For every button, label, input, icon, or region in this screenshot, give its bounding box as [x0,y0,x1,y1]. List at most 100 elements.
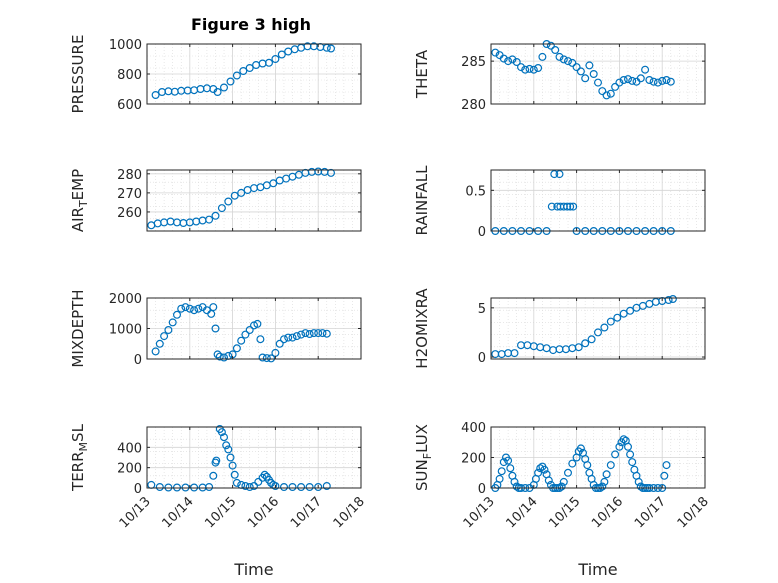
data-point [232,71,241,80]
data-point [237,188,246,197]
data-point [151,90,160,99]
data-point [164,326,173,335]
data-point [566,202,575,211]
data-point [205,215,214,224]
data-point [224,197,233,206]
y-axis-label-main: THETA [413,49,431,99]
series-markers [147,167,336,230]
data-point [253,319,262,328]
tick-marks [490,170,706,232]
data-point [615,442,624,451]
data-point [194,304,203,313]
data-point [576,444,585,453]
data-point [237,336,246,345]
data-point [226,453,235,462]
data-point [572,63,581,72]
y-tick-label: 2000 [109,292,142,307]
data-point [314,483,323,492]
panel-pressure: 600 800 1000 PRESSURE [69,35,362,114]
data-point [529,65,538,74]
figure-title: Figure 3 high [191,15,311,34]
data-point [271,54,280,63]
data-point [213,350,222,359]
data-point [555,170,564,179]
data-point [662,461,671,470]
y-axis-label-main: H2OMIXRA [413,288,431,369]
tick-marks [490,426,706,489]
axes-frame [490,43,706,105]
data-point [230,470,239,479]
data-point [322,329,331,338]
data-point [576,67,585,76]
tick-marks [146,427,362,489]
y-tick-label: 280 [461,98,486,113]
data-point [547,202,556,211]
y-tick-label: 0 [134,482,142,497]
data-point [504,456,513,465]
data-point [600,477,609,486]
data-point [205,483,214,492]
data-point [536,464,545,473]
y-axis-label: PRESSURE [69,35,87,114]
x-axis-label: Time [233,560,273,579]
data-point [602,91,611,100]
data-point [288,483,297,492]
data-point [581,74,590,83]
data-point [305,483,314,492]
data-point [224,445,233,454]
data-point [546,41,555,50]
data-point [619,75,628,84]
data-point [495,474,504,483]
data-point [512,482,521,491]
data-point [555,52,564,61]
data-point [220,433,229,442]
data-point [491,48,500,57]
panel-h2omixra: 0 5 H2OMIXRA [413,288,706,369]
data-point [185,304,194,313]
tick-marks [490,298,706,359]
data-point [593,78,602,87]
y-axis-label: MIXDEPTH [69,289,87,367]
data-point [510,477,519,486]
data-point [598,482,607,491]
y-tick-label: 0 [478,225,486,240]
panel-rainfall: 0 0.5 RAINFALL [413,165,706,240]
data-point [168,318,177,327]
axes-frame [146,426,362,489]
data-point [190,306,199,315]
tick-marks [146,170,362,231]
data-point [318,329,327,338]
data-point [645,75,654,84]
data-point [271,482,280,491]
data-point [297,483,306,492]
minor-grid [147,170,361,231]
data-point [277,50,286,59]
y-tick-label: 0 [478,482,486,497]
axes-background [491,44,705,104]
tick-marks [146,297,362,360]
data-point [499,54,508,63]
y-tick-label: 1000 [109,323,142,338]
data-point [209,303,218,312]
data-point [220,353,229,362]
data-point [250,482,259,491]
data-point [173,310,182,319]
data-point [626,306,635,315]
data-point [606,461,615,470]
data-point [155,339,164,348]
data-point [606,89,615,98]
y-axis-label-subscript: M [77,442,90,452]
y-axis-label: THETA [413,49,431,99]
data-point [551,45,560,54]
series-markers [491,295,677,359]
y-tick-label: 600 [117,98,142,113]
data-point [593,328,602,337]
data-point [619,309,628,318]
y-axis-label-main: PRESSURE [69,35,87,114]
y-axis-label: RAINFALL [413,165,431,236]
data-point [151,347,160,356]
data-point [497,467,506,476]
data-point [212,456,221,465]
data-point [267,354,276,363]
data-point [217,428,226,437]
